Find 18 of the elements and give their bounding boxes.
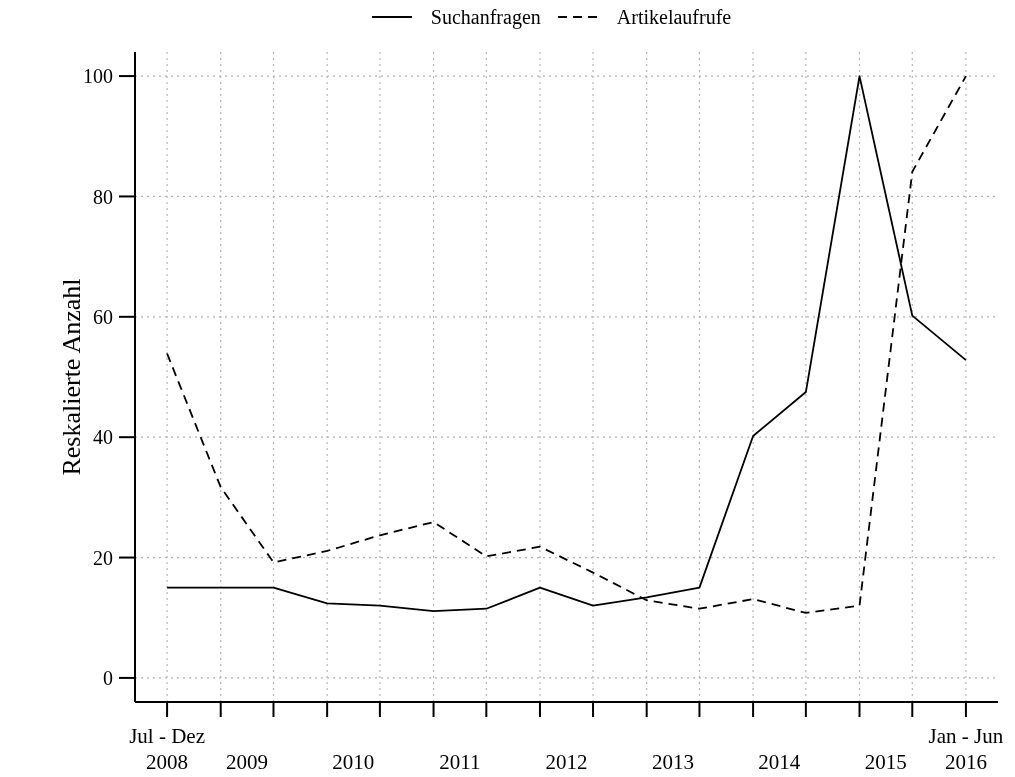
y-axis-title: Reskalierte Anzahl (56, 278, 86, 476)
x-tick-label: 2009 (225, 750, 268, 774)
y-tick-label: 20 (93, 546, 113, 569)
x-tick-label: Jul - Dez 2008 (129, 724, 205, 774)
y-tick-label: 40 (93, 426, 113, 449)
x-tick-label: 2014 (758, 750, 801, 774)
y-tick-label: 60 (93, 305, 113, 328)
x-tick-label: Jan - Jun 2016 (928, 724, 1004, 774)
y-tick-label: 0 (103, 667, 113, 690)
y-tick-label: 100 (83, 65, 113, 88)
x-tick-label: 2013 (651, 750, 694, 774)
legend-label: Suchanfragen (430, 6, 541, 28)
legend-label: Artikelaufrufe (616, 6, 732, 28)
x-tick-label: 2012 (545, 750, 588, 774)
x-tick-label: 2015 (864, 750, 907, 774)
y-tick-label: 80 (93, 185, 113, 208)
x-tick-label: 2010 (332, 750, 375, 774)
x-tick-label: 2011 (439, 750, 481, 774)
